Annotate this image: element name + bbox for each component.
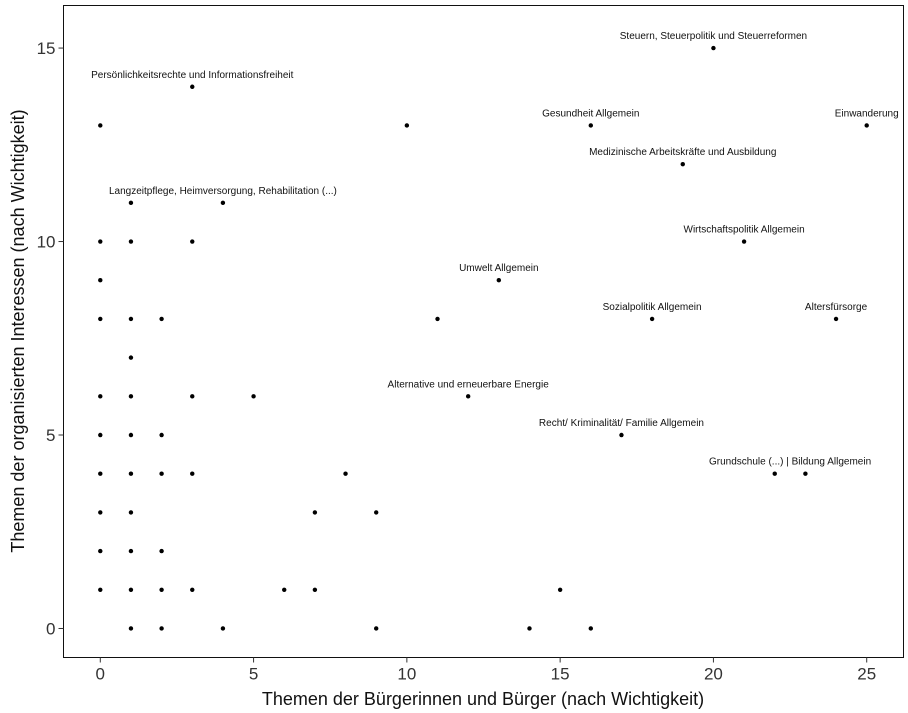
point-annotation: Wirtschaftspolitik Allgemein (684, 225, 805, 236)
data-point (557, 587, 563, 592)
data-point (128, 587, 134, 592)
y-tick-label: 0 (46, 619, 55, 638)
data-point (128, 471, 134, 476)
y-tick-label: 10 (37, 233, 56, 252)
data-point (588, 626, 593, 631)
data-point (190, 394, 195, 399)
data-point (404, 123, 410, 128)
data-point (864, 123, 869, 128)
x-tick-label: 5 (249, 665, 258, 684)
data-point (159, 471, 164, 476)
data-point (98, 394, 103, 399)
data-point (619, 432, 624, 438)
data-point (159, 548, 164, 554)
data-point (98, 510, 103, 515)
plot-panel (63, 5, 904, 658)
data-point (803, 471, 808, 476)
data-point (435, 316, 440, 322)
point-annotation: Recht/ Kriminalität/ Familie Allgemein (539, 418, 704, 429)
data-point (312, 510, 318, 515)
data-point (220, 626, 226, 631)
data-point (190, 471, 195, 476)
y-tick-label: 15 (37, 39, 56, 58)
data-point (98, 239, 103, 244)
point-annotation: Steuern, Steuerpolitik und Steuerreforme… (620, 31, 807, 42)
data-points (98, 45, 869, 631)
data-point (98, 471, 103, 476)
point-annotation: Sozialpolitik Allgemein (603, 302, 702, 313)
point-annotation: Alternative und erneuerbare Energie (388, 379, 550, 390)
point-annotation: Umwelt Allgemein (459, 263, 538, 274)
data-point (772, 471, 777, 476)
data-point (343, 471, 348, 476)
data-point (98, 316, 103, 322)
x-axis-title: Themen der Bürgerinnen und Bürger (nach … (262, 689, 704, 709)
data-point (741, 239, 747, 244)
data-point (190, 84, 195, 89)
point-annotation: Gesundheit Allgemein (542, 108, 639, 119)
data-point (159, 316, 164, 322)
data-point (128, 510, 134, 515)
point-annotation: Persönlichkeitsrechte und Informationsfr… (91, 70, 294, 81)
data-point (128, 239, 134, 244)
data-point (374, 510, 379, 515)
data-point (312, 587, 318, 592)
x-tick-label: 0 (96, 665, 105, 684)
data-point (98, 548, 103, 554)
data-point (128, 394, 134, 399)
y-axis-title: Themen der organisierten Interessen (nac… (8, 109, 28, 552)
data-point (98, 432, 103, 438)
point-annotation: Langzeitpflege, Heimversorgung, Rehabili… (109, 186, 337, 197)
data-point (465, 394, 471, 399)
data-point (98, 123, 103, 128)
data-point (251, 394, 256, 399)
data-point (159, 626, 164, 631)
data-point (128, 432, 134, 438)
data-point (374, 626, 379, 631)
x-tick-label: 25 (857, 665, 876, 684)
data-point (98, 587, 103, 592)
data-point (159, 432, 164, 438)
x-tick-label: 20 (704, 665, 723, 684)
point-annotations: Steuern, Steuerpolitik und Steuerreforme… (91, 31, 899, 468)
x-tick-label: 10 (397, 665, 416, 684)
data-point (649, 316, 655, 322)
data-point (128, 316, 134, 322)
data-point (711, 45, 716, 51)
point-annotation: Altersfürsorge (805, 302, 868, 313)
data-point (588, 123, 593, 128)
y-tick-label: 5 (46, 426, 55, 445)
data-point (128, 200, 134, 206)
data-point (190, 587, 195, 592)
data-point (527, 626, 532, 631)
x-tick-label: 15 (551, 665, 570, 684)
point-annotation: Medizinische Arbeitskräfte und Ausbildun… (589, 147, 776, 158)
data-point (159, 587, 164, 592)
data-point (496, 278, 502, 283)
data-point (128, 626, 134, 631)
point-annotation: Einwanderung (835, 108, 899, 119)
data-point (190, 239, 195, 244)
data-point (128, 548, 134, 554)
axis-ticks: 0 5 10 15 20 25 0 5 10 15 (37, 39, 877, 683)
data-point (128, 355, 134, 360)
data-point (680, 161, 685, 167)
data-point (282, 587, 287, 592)
data-point (220, 200, 226, 206)
data-point (833, 316, 839, 322)
data-point (98, 278, 103, 283)
point-annotation: Grundschule (...) | Bildung Allgemein (709, 457, 871, 468)
